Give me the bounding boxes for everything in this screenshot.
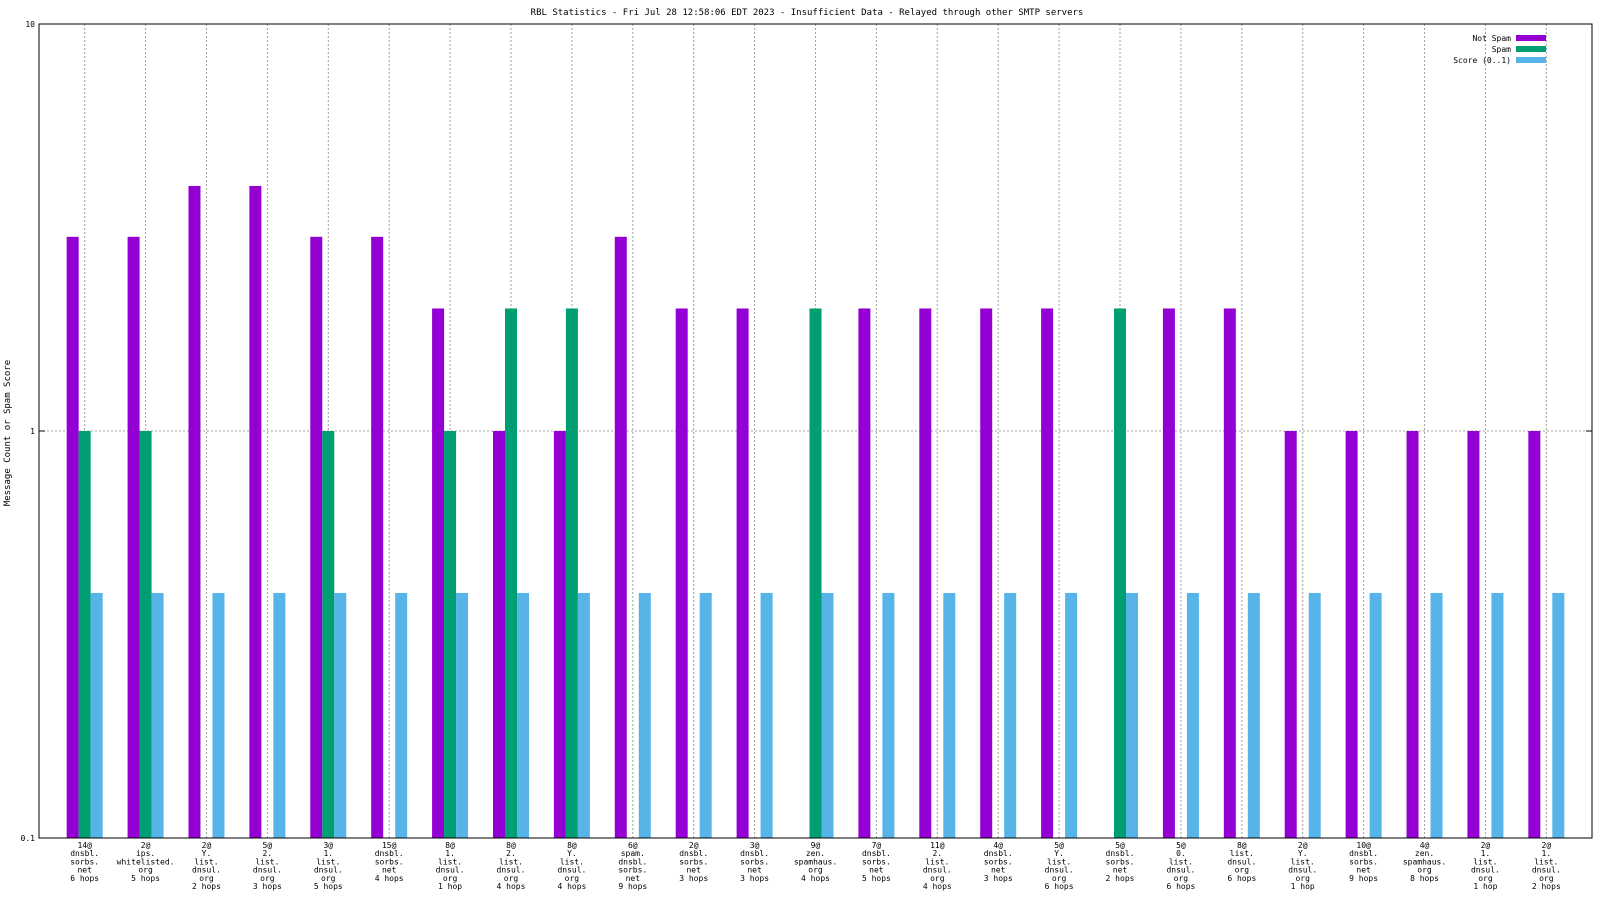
x-category-label: 10@ dnsbl. sorbs. net 9 hops [1349, 841, 1378, 883]
bar-not-spam [1162, 308, 1175, 838]
bar-not-spam [432, 308, 445, 838]
y-tick-label: 1 [30, 427, 35, 436]
bar-score-0-1 [699, 592, 712, 838]
y-tick-label: 10 [25, 20, 35, 29]
y-axis-ticks: 0.1 1 10 [21, 20, 1592, 843]
bar-score-0-1 [1430, 592, 1443, 838]
bar-not-spam [614, 236, 627, 838]
bar-not-spam [1406, 431, 1419, 838]
y-tick-label: 0.1 [21, 834, 36, 843]
bar-spam [504, 308, 517, 838]
x-category-label: 3@ 1. list. dnsul. org 5 hops [314, 841, 343, 891]
bar-not-spam [553, 431, 566, 838]
legend-label: Spam [1492, 45, 1511, 54]
bar-score-0-1 [943, 592, 956, 838]
x-category-label: 8@ 1. list. dnsul. org 1 hop [436, 841, 465, 891]
legend-swatch [1516, 46, 1546, 52]
x-category-label: 5@ 2. list. dnsul. org 3 hops [253, 841, 282, 891]
bar-score-0-1 [1552, 592, 1565, 838]
bar-spam [809, 308, 822, 838]
x-category-label: 6@ spam. dnsbl. sorbs. net 9 hops [618, 841, 647, 891]
bar-score-0-1 [212, 592, 225, 838]
bar-spam [1114, 308, 1127, 838]
bar-score-0-1 [90, 592, 103, 838]
x-category-label: 5@ Y. list. dnsul. org 6 hops [1045, 841, 1074, 891]
bar-score-0-1 [1491, 592, 1504, 838]
legend-swatch [1516, 57, 1546, 63]
bar-spam [444, 431, 457, 838]
bar-score-0-1 [1065, 592, 1078, 838]
x-category-label: 8@ Y. list. dnsul. org 4 hops [557, 841, 586, 891]
bar-score-0-1 [821, 592, 834, 838]
x-category-label: 2@ 1. list. dnsul. org 2 hops [1532, 841, 1561, 891]
bar-not-spam [858, 308, 871, 838]
x-category-label: 2@ dnsbl. sorbs. net 3 hops [679, 841, 708, 883]
x-category-label: 9@ zen. spamhaus. org 4 hops [794, 841, 837, 883]
bar-not-spam [1041, 308, 1054, 838]
bar-not-spam [1223, 308, 1236, 838]
x-category-label: 14@ dnsbl. sorbs. net 6 hops [70, 841, 99, 883]
bar-not-spam [1528, 431, 1541, 838]
bar-not-spam [980, 308, 993, 838]
bar-score-0-1 [760, 592, 773, 838]
x-category-label: 2@ ips. whitelisted. org 5 hops [117, 841, 175, 883]
x-category-label: 3@ dnsbl. sorbs. net 3 hops [740, 841, 769, 883]
x-category-label: 8@ list. dnsul. org 6 hops [1227, 841, 1256, 883]
bar-not-spam [919, 308, 932, 838]
x-category-label: 2@ Y. list. dnsul. org 2 hops [192, 841, 221, 891]
x-category-label: 5@ 0. list. dnsul. org 6 hops [1166, 841, 1195, 891]
bars-layer [66, 185, 1565, 839]
x-category-label: 8@ 2. list. dnsul. org 4 hops [497, 841, 526, 891]
x-category-label: 4@ dnsbl. sorbs. net 3 hops [984, 841, 1013, 883]
bar-not-spam [1284, 431, 1297, 838]
legend-label: Not Spam [1472, 34, 1511, 43]
bar-not-spam [188, 185, 201, 839]
x-category-label: 4@ zen. spamhaus. org 8 hops [1403, 841, 1446, 883]
bar-score-0-1 [1004, 592, 1017, 838]
x-category-label: 2@ Y. list. dnsul. org 1 hop [1288, 841, 1317, 891]
bar-spam [78, 431, 91, 838]
legend: Not Spam Spam Score (0..1) [1453, 34, 1546, 65]
bar-not-spam [249, 185, 262, 839]
bar-score-0-1 [273, 592, 286, 838]
y-axis-label: Message Count or Spam Score [3, 360, 13, 506]
bar-score-0-1 [1186, 592, 1199, 838]
bar-score-0-1 [516, 592, 529, 838]
bar-score-0-1 [638, 592, 651, 838]
x-category-label: 7@ dnsbl. sorbs. net 5 hops [862, 841, 891, 883]
bar-not-spam [736, 308, 749, 838]
bar-score-0-1 [334, 592, 347, 838]
bar-spam [322, 431, 335, 838]
legend-label: Score (0..1) [1453, 56, 1511, 65]
bar-not-spam [1345, 431, 1358, 838]
x-category-label: 15@ dnsbl. sorbs. net 4 hops [375, 841, 404, 883]
x-category-label: 2@ 1. list. dnsul. org 1 hop [1471, 841, 1500, 891]
legend-swatch [1516, 35, 1546, 41]
bar-not-spam [66, 236, 79, 838]
bar-not-spam [1467, 431, 1480, 838]
bar-score-0-1 [151, 592, 164, 838]
bar-score-0-1 [882, 592, 895, 838]
bar-not-spam [675, 308, 688, 838]
bar-score-0-1 [1126, 592, 1139, 838]
bar-score-0-1 [1247, 592, 1260, 838]
bar-spam [139, 431, 152, 838]
x-category-label: 11@ 2. list. dnsul. org 4 hops [923, 841, 952, 891]
chart-title: RBL Statistics - Fri Jul 28 12:58:06 EDT… [531, 8, 1084, 18]
bar-score-0-1 [395, 592, 408, 838]
bar-score-0-1 [577, 592, 590, 838]
bar-score-0-1 [1308, 592, 1321, 838]
bar-score-0-1 [456, 592, 469, 838]
bar-not-spam [127, 236, 140, 838]
bar-spam [565, 308, 578, 838]
bar-not-spam [310, 236, 323, 838]
x-axis-ticks: 14@ dnsbl. sorbs. net 6 hops 2@ ips. whiteliste… [70, 841, 1561, 891]
bar-not-spam [492, 431, 505, 838]
bar-not-spam [371, 236, 384, 838]
bar-score-0-1 [1369, 592, 1382, 838]
x-category-label: 5@ dnsbl. sorbs. net 2 hops [1106, 841, 1135, 883]
